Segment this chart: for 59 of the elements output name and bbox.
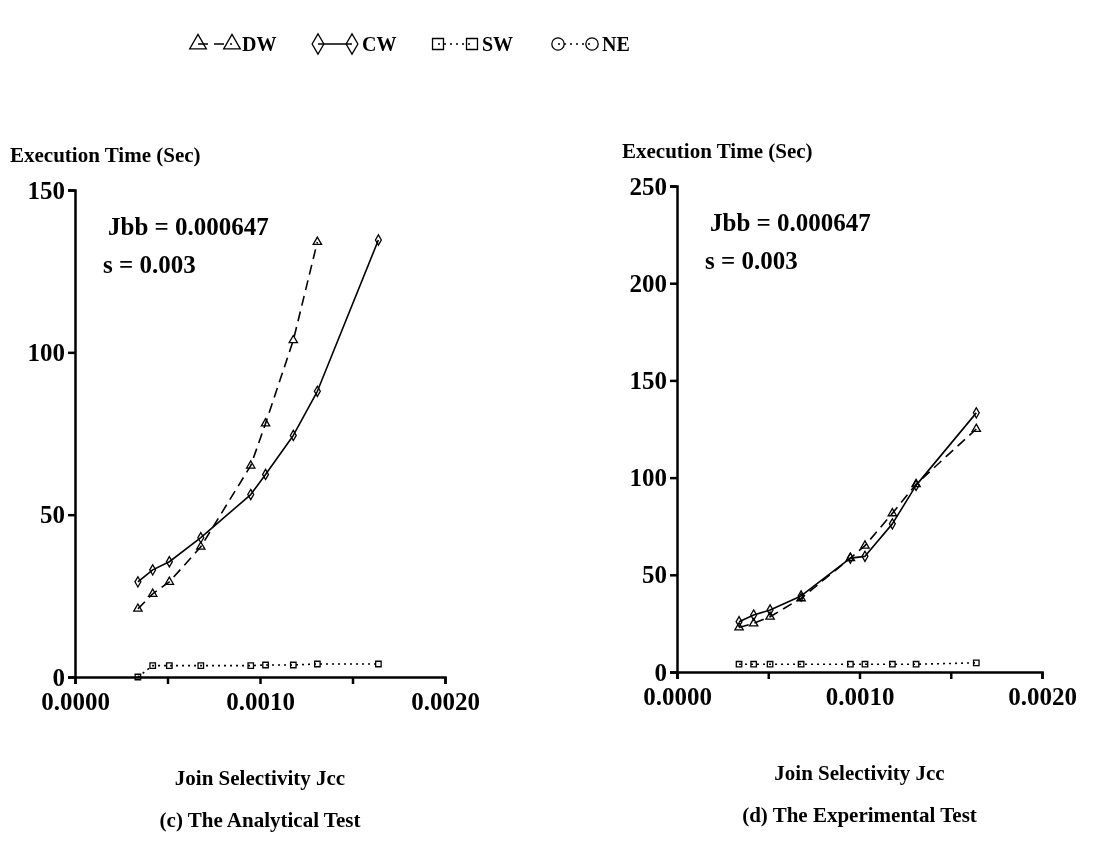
- y-tick-label: 50: [642, 561, 667, 589]
- point: [164, 576, 175, 585]
- point: [289, 661, 297, 669]
- y-tick-label: 100: [629, 464, 667, 492]
- text: (d) The Experimental Test: [742, 803, 977, 827]
- annotation: s = 0.003: [103, 251, 196, 278]
- x-tick-label: 0.0010: [825, 682, 895, 710]
- x-axis-title: Join Selectivity Jcc: [774, 761, 945, 785]
- point: [147, 588, 158, 597]
- point: [861, 660, 869, 668]
- point: [149, 662, 157, 670]
- point: [846, 660, 854, 668]
- point: [735, 660, 743, 668]
- point: [312, 236, 323, 245]
- point: [134, 673, 142, 681]
- y-axis-title: Execution Time (Sec): [622, 139, 813, 163]
- y-tick-label: 200: [629, 269, 667, 297]
- point: [766, 660, 774, 668]
- x-tick-label: 0.0010: [226, 687, 295, 715]
- y-tick-label: 100: [27, 338, 65, 366]
- legend-label: CW: [362, 33, 397, 55]
- point: [313, 660, 321, 668]
- point: [260, 417, 271, 427]
- point: [912, 660, 920, 668]
- y-tick-label: 50: [40, 501, 65, 529]
- point: [797, 660, 805, 668]
- text: (c) The Analytical Test: [159, 808, 361, 832]
- point: [765, 611, 775, 620]
- point: [860, 540, 870, 549]
- point: [288, 334, 299, 344]
- x-axis-title: Join Selectivity Jcc: [174, 766, 346, 790]
- point: [262, 661, 269, 669]
- point: [375, 660, 382, 668]
- x-tick-label: 0.0020: [411, 687, 480, 715]
- point: [195, 541, 206, 550]
- point: [133, 603, 143, 612]
- point: [888, 660, 896, 668]
- legend-label: DW: [242, 33, 277, 55]
- annotation: Jbb = 0.000647: [108, 213, 269, 240]
- annotation: Jbb = 0.000647: [710, 209, 871, 236]
- y-axis-title: Execution Time (Sec): [10, 143, 201, 167]
- point: [165, 662, 173, 670]
- legend-label: SW: [482, 33, 514, 55]
- point: [247, 662, 255, 670]
- point: [911, 478, 921, 488]
- point: [197, 662, 205, 670]
- point: [748, 617, 759, 627]
- point: [887, 507, 898, 517]
- x-tick-label: 0.0020: [1008, 682, 1077, 710]
- point: [245, 460, 256, 469]
- y-tick-label: 150: [629, 366, 667, 394]
- y-tick-label: 150: [27, 176, 65, 204]
- point: [734, 622, 744, 631]
- legend-label: NE: [602, 33, 630, 55]
- y-tick-label: 250: [629, 172, 667, 200]
- point: [971, 423, 982, 433]
- point: [750, 660, 758, 668]
- point: [972, 659, 980, 667]
- annotation: s = 0.003: [705, 247, 798, 274]
